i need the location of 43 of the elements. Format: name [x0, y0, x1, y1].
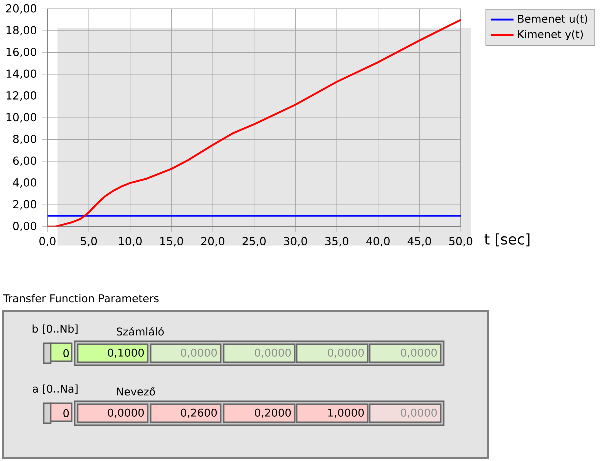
x-tick-label: 30,0	[284, 236, 308, 246]
text: 0,0000	[401, 408, 438, 418]
text: b [0..Nb]	[32, 324, 78, 334]
y-tick-label: 18,00	[6, 26, 37, 36]
x-tick-label: 5,0	[81, 236, 98, 246]
text: 0,2600	[181, 408, 218, 418]
x-tick-label: 25,0	[242, 236, 266, 246]
legend-label: Kimenet y(t)	[518, 30, 584, 40]
x-tick-label: 20,0	[202, 236, 225, 246]
text: Számláló	[116, 326, 164, 336]
y-tick-label: 2,00	[13, 200, 37, 210]
text: 0,0000	[401, 348, 438, 358]
text: a [0..Na]	[33, 384, 78, 394]
x-tick-label: 45,0	[408, 236, 432, 246]
y-tick-label: 10,00	[6, 113, 37, 122]
y-tick-label: 0,00	[13, 222, 37, 232]
text: 0,1000	[108, 348, 144, 358]
y-tick-label: 4,00	[13, 178, 37, 188]
y-tick-label: 8,00	[13, 134, 37, 144]
y-tick-label: 16,00	[6, 48, 37, 58]
x-tick-label: 10,0	[119, 236, 142, 246]
text: 0,0000	[108, 408, 144, 418]
text: 0	[64, 409, 70, 418]
x-tick-label: 50,0	[450, 236, 473, 246]
x-axis-title: t [sec]	[484, 233, 530, 246]
x-tick-label: 35,0	[326, 236, 349, 246]
x-tick-label: 0,0	[40, 236, 56, 246]
text: 0,2000	[255, 408, 292, 418]
text: 0,0000	[255, 348, 292, 358]
x-tick-label: 40,0	[366, 236, 390, 246]
text: 0,0000	[181, 348, 218, 358]
text: 0	[64, 349, 70, 358]
y-tick-label: 6,00	[13, 156, 37, 166]
line-series	[48, 18, 461, 227]
text: 0,0000	[328, 348, 364, 358]
y-tick-label: 12,00	[6, 91, 37, 101]
legend-label: Bemenet u(t)	[518, 14, 588, 24]
x-tick-label: 15,0	[160, 236, 184, 246]
y-tick-label: 14,00	[6, 69, 37, 79]
y-tick-label: 20,00	[6, 4, 37, 14]
text: 1,0000	[328, 408, 364, 418]
text: Transfer Function Parameters	[3, 294, 159, 302]
text: Nevező	[117, 386, 156, 396]
